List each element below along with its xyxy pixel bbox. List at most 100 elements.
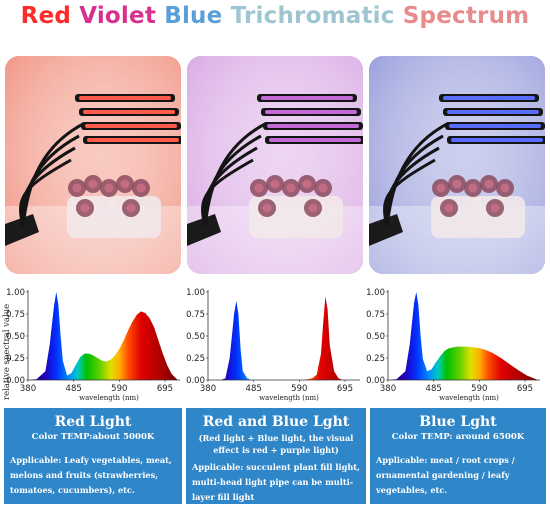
title-part-blue: Blue xyxy=(164,3,231,29)
succulent-center xyxy=(484,179,494,189)
title-part-violet: Violet xyxy=(79,3,165,29)
x-tick-label: 590 xyxy=(291,384,307,394)
panel-color-temp: Color TEMP:about 5000K xyxy=(31,432,155,442)
succulent-center xyxy=(120,179,130,189)
succulent-center xyxy=(302,179,312,189)
x-tick-label: 485 xyxy=(426,384,442,394)
succulent-center xyxy=(500,183,510,193)
grow-lamp-image-blue xyxy=(369,56,545,274)
grow-lamp-image-red xyxy=(5,56,181,274)
x-tick-label: 695 xyxy=(157,384,173,394)
succulent-center xyxy=(318,183,328,193)
panel-color-temp: Color TEMP: around 6500K xyxy=(391,432,525,442)
succulent-center xyxy=(72,183,82,193)
light-bar-leds xyxy=(87,138,179,142)
succulent-center xyxy=(468,183,478,193)
y-tick-label: 0.25 xyxy=(366,354,385,364)
info-panel-blue: Blue Lght Color TEMP: around 6500K Appli… xyxy=(370,408,546,504)
x-tick-label: 485 xyxy=(246,384,262,394)
y-axis-label-text: relative spectral value xyxy=(2,304,12,400)
gooseneck-arm xyxy=(385,122,448,227)
spectrum-chart-red: 1.00 0.75 0.50 0.25 0.00 380 485 590 695 waveleng… xyxy=(6,284,184,410)
y-tick-label: 0.25 xyxy=(186,354,205,364)
grow-lamp-image-red-blue xyxy=(187,56,363,274)
plant-pot xyxy=(473,196,525,238)
succulent-center xyxy=(254,183,264,193)
x-tick-label: 590 xyxy=(471,384,487,394)
y-axis-label: relative spectral value xyxy=(2,304,12,400)
title-part-spectrum: Spectrum xyxy=(402,3,530,29)
light-bar-leds xyxy=(443,96,535,100)
succulent-center xyxy=(262,203,272,213)
plant-pot xyxy=(109,196,161,238)
succulent-center xyxy=(104,183,114,193)
x-tick-label: 380 xyxy=(200,384,216,394)
x-tick-label: 485 xyxy=(66,384,82,394)
x-tick-label: 380 xyxy=(380,384,396,394)
title-part-trichromatic: Trichromatic xyxy=(230,3,403,29)
clip-clamp xyxy=(5,214,39,246)
panel-title: Blue Lght xyxy=(419,414,497,430)
x-tick-label: 695 xyxy=(517,384,533,394)
info-panel-red-blue: Red and Blue Lght (Red light + Blue ligh… xyxy=(186,408,366,504)
spectrum-area xyxy=(388,292,538,380)
x-tick-label: 380 xyxy=(20,384,36,394)
panel-applicable: Applicable: succulent plant fill light, … xyxy=(192,462,360,502)
light-bar-leds xyxy=(265,110,357,114)
succulent-center xyxy=(80,203,90,213)
page-title: Red Violet Blue Trichromatic Spectrum xyxy=(0,0,550,34)
y-tick-label: 0.00 xyxy=(186,376,205,386)
panel-title: Red and Blue Lght xyxy=(202,414,350,430)
y-tick-label: 1.00 xyxy=(186,288,205,298)
y-tick-label: 0.50 xyxy=(366,332,385,342)
clip-clamp xyxy=(369,214,403,246)
succulent-center xyxy=(308,203,318,213)
gooseneck-arm xyxy=(21,122,84,227)
succulent-center xyxy=(126,203,136,213)
x-axis-label: wavelength (nm) xyxy=(439,394,499,402)
light-bar-leds xyxy=(449,124,541,128)
light-bar-leds xyxy=(451,138,543,142)
y-tick-label: 0.00 xyxy=(366,376,385,386)
red-light-photo xyxy=(5,56,181,274)
light-bar-leds xyxy=(85,124,177,128)
red-blue-light-photo xyxy=(187,56,363,274)
light-bar-leds xyxy=(447,110,539,114)
spectrum-chart-blue: 1.00 0.75 0.50 0.25 0.00 380 485 590 695 waveleng… xyxy=(366,284,544,410)
panel-title: Red Light xyxy=(54,414,132,430)
info-panel-red: Red Light Color TEMP:about 5000K Applica… xyxy=(4,408,182,504)
y-tick-label: 0.75 xyxy=(366,310,385,320)
gooseneck-arm xyxy=(203,122,266,227)
x-axis-label: wavelength (nm) xyxy=(259,394,319,402)
succulent-center xyxy=(452,179,462,189)
succulent-center xyxy=(444,203,454,213)
panel-applicable: Applicable: Leafy vegetables, meat, melo… xyxy=(10,455,172,495)
y-tick-label: 1.00 xyxy=(366,288,385,298)
succulent-center xyxy=(490,203,500,213)
y-tick-label: 0.75 xyxy=(186,310,205,320)
y-tick-label: 0.00 xyxy=(6,376,25,386)
succulent-center xyxy=(136,183,146,193)
succulent-center xyxy=(270,179,280,189)
panel-applicable: Applicable: meat / root crops / ornament… xyxy=(376,455,515,495)
y-tick-label: 0.50 xyxy=(6,332,25,342)
spectrum-area xyxy=(28,292,178,380)
light-bar-leds xyxy=(269,138,361,142)
title-part-red: Red xyxy=(20,3,80,29)
succulent-center xyxy=(286,183,296,193)
clip-clamp xyxy=(187,214,221,246)
y-tick-label: 0.75 xyxy=(6,310,25,320)
spectrum-chart-red-blue: 1.00 0.75 0.50 0.25 0.00 380 485 590 695 waveleng… xyxy=(186,284,364,410)
y-tick-label: 0.50 xyxy=(186,332,205,342)
y-tick-label: 1.00 xyxy=(6,288,25,298)
y-tick-label: 0.25 xyxy=(6,354,25,364)
x-tick-label: 590 xyxy=(111,384,127,394)
x-tick-label: 695 xyxy=(337,384,353,394)
succulent-center xyxy=(436,183,446,193)
plant-pot xyxy=(291,196,343,238)
light-bar-leds xyxy=(79,96,171,100)
blue-light-photo xyxy=(369,56,545,274)
